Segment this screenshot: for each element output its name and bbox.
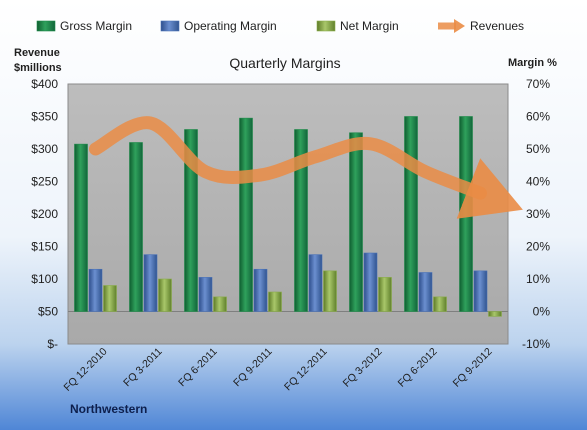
x-tick: FQ 12-2010 — [62, 346, 110, 394]
gross-margin-bar — [239, 117, 253, 312]
net-margin-bar — [213, 296, 227, 312]
net-margin-bar — [158, 278, 172, 312]
operating-margin-bar — [143, 254, 158, 312]
y-left-tick: $400 — [31, 77, 58, 91]
operating-margin-bar — [418, 272, 433, 312]
y-left-tick: $200 — [31, 207, 58, 221]
gross-margin-bar — [129, 142, 143, 312]
legend-swatch-operating-margin — [160, 20, 180, 32]
y-left-tick: $- — [47, 337, 58, 351]
gross-margin-bar — [74, 143, 88, 312]
y-right-tick: 50% — [526, 142, 550, 156]
y-left-label-line2: $millions — [14, 62, 62, 74]
revenues-line — [89, 116, 523, 219]
y-left-label-line1: Revenue — [14, 47, 60, 59]
y-right-tick: 40% — [526, 175, 550, 189]
net-margin-bar — [323, 270, 337, 312]
legend-label-revenues: Revenues — [470, 19, 524, 33]
operating-margin-bar — [88, 268, 103, 312]
x-tick: FQ 9-2011 — [231, 346, 275, 390]
y-right-tick: 70% — [526, 77, 550, 91]
y-left-tick: $250 — [31, 175, 58, 189]
y-left-tick: $300 — [31, 142, 58, 156]
operating-margin-bar — [473, 270, 488, 312]
legend-label-net-margin: Net Margin — [340, 19, 399, 33]
y-left-tick: $150 — [31, 240, 58, 254]
y-right-tick: 20% — [526, 240, 550, 254]
legend-swatch-gross-margin — [36, 20, 56, 32]
y-right-tick: 30% — [526, 207, 550, 221]
x-tick: FQ 3-2012 — [341, 346, 385, 390]
operating-margin-bar — [198, 277, 213, 312]
net-margin-bar — [488, 311, 502, 317]
y-right-tick: 60% — [526, 110, 550, 124]
y-left-tick: $350 — [31, 110, 58, 124]
y-right-tick: -10% — [522, 337, 550, 351]
company-label: Northwestern — [70, 402, 147, 416]
legend: Gross Margin Operating Margin Net Margin Re… — [36, 19, 524, 33]
chart-title: Quarterly Margins — [229, 55, 340, 71]
x-tick: FQ 6-2011 — [176, 346, 220, 390]
y-left-tick-labels: $400 $350 $300 $250 $200 $150 $100 $50 $- — [31, 77, 58, 351]
gross-margin-bar — [349, 132, 363, 312]
y-left-tick: $100 — [31, 272, 58, 286]
x-tick: FQ 3-2011 — [121, 346, 165, 390]
y-right-tick: 10% — [526, 272, 550, 286]
legend-arrow-revenues — [454, 19, 465, 33]
operating-margin-bar — [253, 268, 268, 312]
x-tick: FQ 9-2012 — [451, 346, 495, 390]
net-margin-bar — [433, 296, 447, 312]
x-tick-labels: FQ 12-2010 FQ 3-2011 FQ 6-2011 FQ 9-2011 FQ … — [62, 346, 495, 394]
operating-margin-bar — [363, 252, 378, 312]
operating-margin-bar — [308, 254, 323, 312]
x-tick: FQ 12-2011 — [282, 346, 330, 394]
gross-margin-bar — [294, 129, 308, 312]
legend-swatch-net-margin — [316, 20, 336, 32]
y-right-tick: 0% — [533, 305, 551, 319]
net-margin-bar — [378, 277, 392, 312]
y-right-tick-labels: 70% 60% 50% 40% 30% 20% 10% 0% -10% — [522, 77, 550, 351]
x-tick: FQ 6-2012 — [396, 346, 440, 390]
y-left-tick: $50 — [38, 305, 58, 319]
gross-margin-bar — [184, 129, 198, 312]
net-margin-bar — [268, 291, 282, 312]
legend-label-operating-margin: Operating Margin — [184, 19, 277, 33]
net-margin-bar — [103, 285, 117, 312]
gross-margin-bar — [404, 116, 418, 312]
legend-label-gross-margin: Gross Margin — [60, 19, 132, 33]
gross-margin-bar — [459, 116, 473, 312]
y-right-label: Margin % — [508, 57, 557, 69]
revenue-line-layer — [89, 116, 523, 219]
